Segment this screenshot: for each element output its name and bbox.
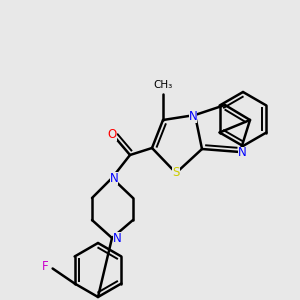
Text: CH₃: CH₃: [153, 80, 172, 90]
Text: N: N: [189, 110, 197, 122]
Text: S: S: [172, 167, 180, 179]
Text: N: N: [110, 172, 118, 184]
Text: N: N: [112, 232, 122, 244]
Text: F: F: [42, 260, 49, 273]
Text: N: N: [238, 146, 246, 160]
Text: O: O: [107, 128, 117, 140]
